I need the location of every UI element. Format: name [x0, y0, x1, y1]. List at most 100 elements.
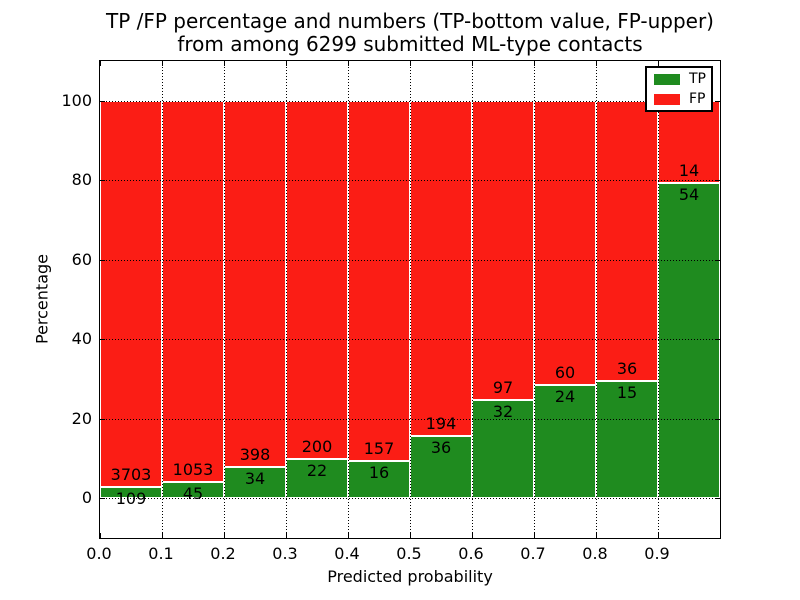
- y-tick: [715, 498, 720, 500]
- x-tick: [534, 61, 535, 66]
- y-tick-label: 60: [71, 249, 92, 269]
- y-gridline: [100, 100, 720, 102]
- x-tick: [596, 533, 597, 538]
- y-gridline: [100, 259, 720, 261]
- fp-count-label: 398: [239, 444, 271, 464]
- x-gridline: [162, 61, 163, 538]
- x-tick-label: 0.2: [210, 544, 236, 563]
- x-tick: [410, 61, 411, 66]
- tp-bar-segment: [100, 486, 162, 499]
- x-tick-label: 0.3: [272, 544, 298, 563]
- y-tick: [715, 339, 720, 341]
- chart-title-line-2: from among 6299 submitted ML-type contac…: [177, 32, 643, 56]
- x-tick: [286, 61, 287, 66]
- x-tick-label: 0.7: [520, 544, 546, 563]
- chart-title-line-1: TP /FP percentage and numbers (TP-bottom…: [106, 9, 714, 33]
- plot-area: 3703 109 1053 45 398 34 200 22 157 16 194 36 97 32 60 2…: [99, 60, 721, 539]
- x-tick-label: 0.0: [86, 544, 112, 563]
- x-tick: [534, 533, 535, 538]
- tp-bar-segment: [658, 182, 720, 499]
- tp-count-label: 22: [306, 460, 328, 480]
- y-gridline: [100, 418, 720, 420]
- y-tick-label: 20: [71, 408, 92, 428]
- tp-count-label: 54: [678, 184, 700, 204]
- y-tick: [100, 180, 105, 182]
- x-gridline: [472, 61, 473, 538]
- y-gridline: [100, 498, 720, 500]
- x-gridline: [348, 61, 349, 538]
- fp-count-label: 194: [425, 414, 457, 434]
- legend-swatch-tp: [654, 73, 680, 85]
- tp-bar-segment: [224, 466, 286, 499]
- x-tick-label: 0.9: [644, 544, 670, 563]
- legend-row-fp: FP: [654, 92, 711, 106]
- x-tick: [658, 533, 659, 538]
- x-tick: [472, 533, 473, 538]
- x-tick: [100, 61, 101, 66]
- fp-bar-segment: [410, 100, 472, 437]
- x-tick: [224, 533, 225, 538]
- fp-bar-segment: [224, 100, 286, 467]
- x-tick: [472, 61, 473, 66]
- x-tick: [100, 533, 101, 538]
- y-tick: [715, 100, 720, 102]
- x-tick-label: 0.5: [396, 544, 422, 563]
- x-gridline: [224, 61, 225, 538]
- y-tick-label: 100: [61, 90, 92, 110]
- x-tick: [348, 61, 349, 66]
- tp-count-label: 16: [368, 463, 390, 483]
- x-tick: [596, 61, 597, 66]
- y-gridline: [100, 339, 720, 341]
- tp-count-label: 32: [492, 401, 514, 421]
- x-tick-label: 0.4: [334, 544, 360, 563]
- fp-bar-segment: [472, 100, 534, 400]
- y-gridline: [100, 180, 720, 182]
- y-tick: [100, 259, 105, 261]
- y-tick: [100, 100, 105, 102]
- tp-count-label: 34: [244, 468, 266, 488]
- x-gridline: [596, 61, 597, 538]
- x-tick-label: 0.6: [458, 544, 484, 563]
- y-tick: [715, 259, 720, 261]
- y-tick: [715, 180, 720, 182]
- x-tick: [410, 533, 411, 538]
- fp-bar-segment: [348, 100, 410, 462]
- y-tick: [715, 418, 720, 420]
- x-gridline: [534, 61, 535, 538]
- fp-count-label: 36: [616, 359, 638, 379]
- tp-count-label: 45: [182, 483, 204, 503]
- y-tick-label: 0: [81, 488, 92, 508]
- fp-bar-segment: [534, 100, 596, 385]
- x-tick: [162, 533, 163, 538]
- fp-count-label: 200: [301, 436, 333, 456]
- fp-count-label: 14: [678, 160, 700, 180]
- y-tick: [100, 418, 105, 420]
- tp-bar-segment: [286, 458, 348, 499]
- x-tick: [348, 533, 349, 538]
- x-tick: [224, 61, 225, 66]
- fp-bar-segment: [286, 100, 348, 459]
- legend: TP FP: [645, 66, 713, 112]
- y-axis-label-text: Percentage: [32, 253, 52, 345]
- fp-count-label: 1053: [172, 459, 214, 479]
- x-tick: [658, 61, 659, 66]
- x-tick: [162, 61, 163, 66]
- fp-count-label: 60: [554, 362, 576, 382]
- y-tick-label: 80: [71, 170, 92, 190]
- fp-bar-segment: [162, 100, 224, 482]
- x-gridline: [658, 61, 659, 538]
- y-tick: [100, 498, 105, 500]
- y-tick-label: 40: [71, 329, 92, 349]
- tp-count-label: 24: [554, 386, 576, 406]
- fp-count-label: 3703: [110, 464, 152, 484]
- legend-row-tp: TP: [654, 72, 711, 86]
- x-axis-label: Predicted probability: [327, 567, 493, 586]
- x-tick: [286, 533, 287, 538]
- x-gridline: [410, 61, 411, 538]
- tp-bar-segment: [596, 381, 658, 499]
- fp-count-label: 157: [363, 439, 395, 459]
- fp-count-label: 97: [492, 377, 514, 397]
- fp-bar-segment: [100, 100, 162, 487]
- x-tick-label: 0.1: [148, 544, 174, 563]
- tp-count-label: 15: [616, 383, 638, 403]
